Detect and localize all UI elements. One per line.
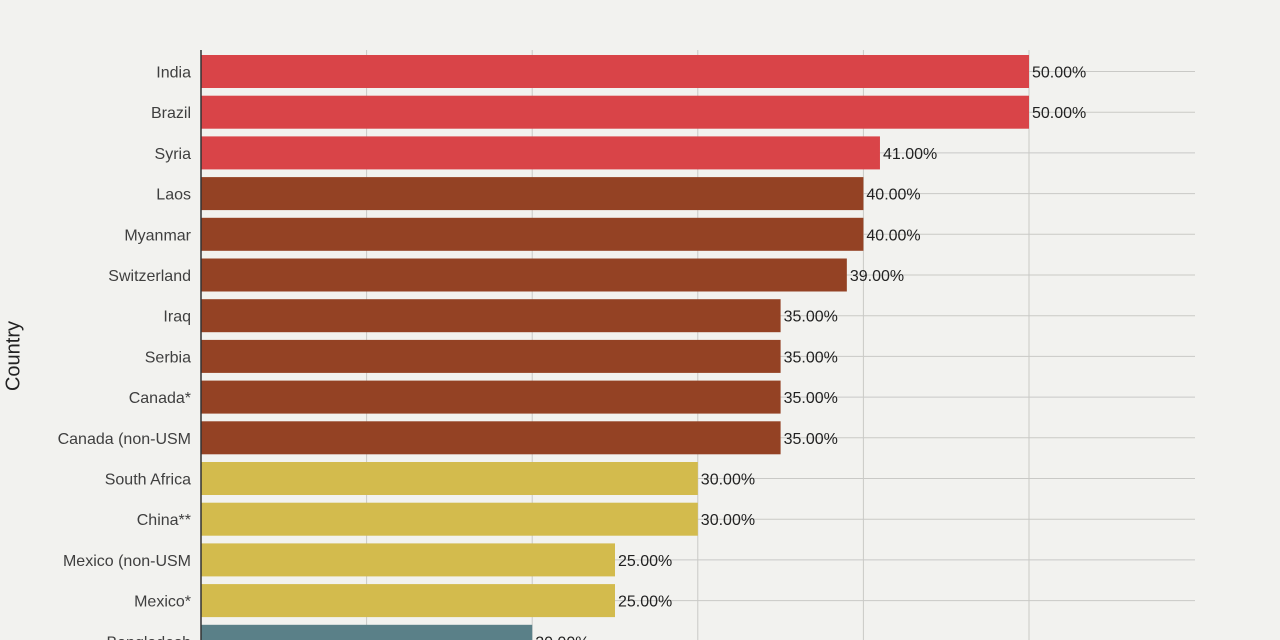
category-label: Serbia — [145, 349, 191, 366]
data-label: 39.00% — [850, 268, 904, 285]
category-label: China** — [137, 512, 191, 529]
category-label: Bangladesh — [106, 634, 191, 640]
category-label: South Africa — [105, 472, 191, 489]
data-label: 30.00% — [701, 512, 755, 529]
bar — [201, 543, 615, 577]
bar — [201, 584, 615, 618]
category-label: Syria — [155, 146, 192, 163]
bar — [201, 339, 781, 373]
bar — [201, 380, 781, 414]
bar — [201, 177, 864, 211]
category-label: Laos — [156, 187, 191, 204]
data-label: 40.00% — [866, 227, 920, 244]
category-label: Myanmar — [124, 227, 191, 244]
bar — [201, 95, 1029, 129]
category-label: India — [156, 65, 191, 82]
data-label: 50.00% — [1032, 105, 1086, 122]
category-label: Brazil — [151, 105, 191, 122]
category-label: Mexico (non-USM — [63, 553, 191, 570]
data-label: 35.00% — [784, 349, 838, 366]
category-label: Canada* — [129, 390, 191, 407]
bar — [201, 462, 698, 495]
category-label: Mexico* — [134, 594, 191, 611]
bar — [201, 624, 533, 640]
bar — [201, 217, 864, 251]
data-label: 25.00% — [618, 594, 672, 611]
bar — [201, 502, 698, 536]
data-label: 35.00% — [784, 309, 838, 326]
bar — [201, 421, 781, 455]
category-label: Iraq — [163, 309, 191, 326]
category-label: Canada (non-USM — [58, 431, 191, 448]
bar — [201, 299, 781, 333]
category-label: Switzerland — [108, 268, 191, 285]
data-label: 40.00% — [866, 187, 920, 204]
bar — [201, 55, 1029, 88]
bar — [201, 258, 847, 292]
data-label: 50.00% — [1032, 65, 1086, 82]
data-label: 35.00% — [784, 431, 838, 448]
data-label: 25.00% — [618, 553, 672, 570]
data-label: 20.00% — [535, 634, 589, 640]
data-label: 35.00% — [784, 390, 838, 407]
data-label: 41.00% — [883, 146, 937, 163]
bar — [201, 136, 880, 170]
data-label: 30.00% — [701, 472, 755, 489]
